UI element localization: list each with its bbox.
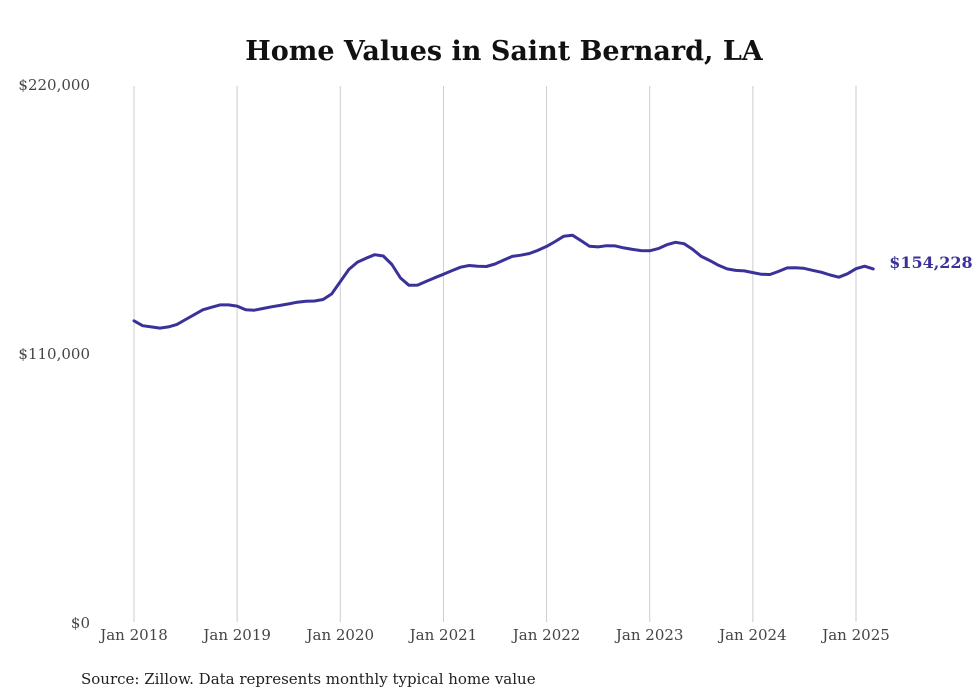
latest-value-label: $154,228 — [889, 253, 973, 272]
x-tick-label: Jan 2021 — [408, 626, 478, 644]
x-tick-label: Jan 2024 — [717, 626, 787, 644]
chart-title: Home Values in Saint Bernard, LA — [245, 36, 764, 67]
x-tick-label: Jan 2023 — [614, 626, 684, 644]
y-tick-label: $0 — [71, 614, 90, 632]
x-tick-label: Jan 2018 — [98, 626, 168, 644]
source-note: Source: Zillow. Data represents monthly … — [81, 670, 536, 688]
y-tick-label: $220,000 — [18, 76, 90, 94]
y-axis-ticks: $0 $110,000 $220,000 — [18, 76, 90, 632]
x-tick-label: Jan 2019 — [201, 626, 271, 644]
gridlines — [133, 86, 857, 622]
y-tick-label: $110,000 — [18, 345, 90, 363]
home-value-series-line — [132, 233, 875, 330]
x-tick-label: Jan 2022 — [511, 626, 581, 644]
x-tick-label: Jan 2025 — [820, 626, 890, 644]
x-tick-label: Jan 2020 — [305, 626, 375, 644]
x-axis-ticks: Jan 2018 Jan 2019 Jan 2020 Jan 2021 Jan 2022… — [98, 626, 890, 644]
